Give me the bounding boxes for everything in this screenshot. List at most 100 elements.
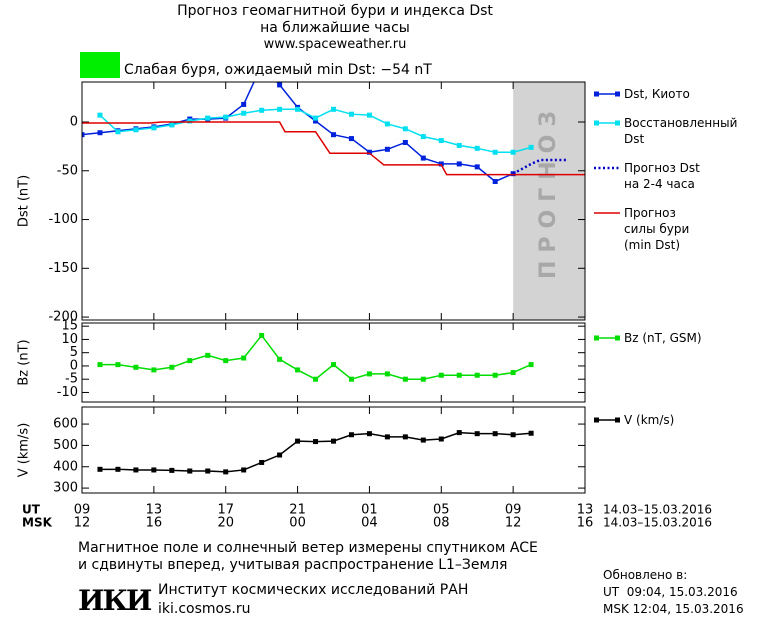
institute-url: iki.cosmos.ru: [158, 601, 251, 617]
series-line: [99, 431, 532, 473]
ut-label: UT: [22, 503, 41, 517]
y-axis-label: Dst (nT): [17, 175, 32, 227]
marker: [187, 468, 193, 474]
series: [97, 332, 534, 382]
updated-ut: UT 09:04, 15.03.2016: [603, 585, 738, 599]
y-tick-label: 0: [70, 358, 78, 373]
legend-label: Прогноз Dst на 2-4 часа: [624, 161, 700, 191]
forecast-label: ПРОГНОЗ: [536, 103, 561, 279]
marker: [348, 376, 354, 382]
y-tick-label: 600: [53, 417, 78, 432]
marker: [366, 431, 372, 437]
marker: [241, 355, 247, 361]
marker: [295, 438, 301, 444]
y-tick-label: -150: [48, 261, 78, 276]
marker: [169, 364, 175, 370]
marker: [456, 372, 462, 378]
marker: [438, 436, 444, 442]
marker: [313, 115, 319, 121]
marker: [205, 352, 211, 358]
ut-tick-label: 05: [433, 503, 450, 518]
y-tick-label: 400: [53, 459, 78, 474]
marker: [97, 466, 103, 472]
ut-tick-label: 13: [146, 503, 163, 518]
marker: [384, 434, 390, 440]
note: и сдвинуты вперед, учитывая распростране…: [78, 557, 508, 573]
marker: [277, 452, 283, 458]
msk-tick-label: 12: [505, 516, 522, 531]
marker: [241, 467, 247, 473]
legend-marker: [594, 91, 599, 97]
legend-marker: [594, 120, 599, 126]
marker: [366, 149, 372, 155]
url: www.spaceweather.ru: [263, 37, 407, 52]
marker: [115, 129, 121, 135]
marker: [169, 122, 175, 128]
marker: [331, 106, 336, 112]
forecast-region: [513, 82, 585, 320]
legend-marker: [615, 335, 620, 341]
ut-tick-label: 21: [289, 503, 306, 518]
msk-tick-label: 16: [577, 516, 594, 531]
marker: [366, 112, 372, 118]
msk-tick-label: 20: [217, 516, 234, 531]
marker: [97, 112, 103, 118]
y-tick-label: 300: [53, 481, 78, 496]
y-tick-label: 10: [61, 332, 78, 347]
series: [97, 106, 534, 155]
marker: [420, 134, 426, 140]
legend-label: Bz (nT, GSM): [624, 331, 702, 345]
legend-marker: [594, 417, 599, 423]
marker: [313, 118, 319, 124]
marker: [151, 125, 157, 131]
marker: [97, 130, 103, 136]
marker: [313, 439, 319, 445]
updated-msk: MSK 12:04, 15.03.2016: [603, 602, 744, 616]
y-tick-label: -100: [48, 212, 78, 227]
status-color: [80, 52, 120, 78]
y-tick-label: -50: [57, 163, 78, 178]
marker: [510, 432, 516, 438]
marker: [133, 364, 139, 370]
legend-marker: [615, 120, 620, 126]
marker: [366, 371, 372, 377]
marker: [474, 431, 480, 437]
marker: [474, 164, 480, 170]
note: Магнитное поле и солнечный ветер измерен…: [78, 540, 538, 556]
ut-tick-label: 09: [505, 503, 522, 518]
marker: [402, 434, 408, 440]
y-tick-label: 5: [70, 345, 78, 360]
marker: [474, 372, 480, 378]
marker: [420, 155, 426, 161]
marker: [82, 132, 85, 138]
marker: [528, 144, 534, 150]
marker: [205, 115, 211, 121]
marker: [223, 469, 229, 475]
marker: [402, 376, 408, 382]
marker: [528, 430, 534, 436]
institute: Институт космических исследований РАН: [158, 582, 469, 598]
ut-range: 14.03–15.03.2016: [603, 503, 712, 517]
marker: [456, 430, 462, 436]
marker: [402, 139, 408, 145]
series-line: [82, 121, 585, 176]
series-line: [99, 334, 532, 381]
status: Слабая буря, ожидаемый min Dst: −54 nT: [124, 62, 432, 78]
marker: [241, 110, 247, 116]
marker: [115, 362, 121, 368]
marker: [492, 149, 498, 155]
marker: [205, 468, 211, 474]
marker: [384, 121, 390, 127]
updated-label: Обновлено в:: [603, 568, 688, 582]
logo: ИКИ: [78, 584, 152, 617]
marker: [223, 358, 229, 364]
subtitle: на ближайшие часы: [260, 20, 410, 36]
marker: [187, 358, 193, 364]
marker: [420, 437, 426, 443]
marker: [97, 362, 103, 368]
marker: [384, 146, 390, 152]
marker: [331, 362, 336, 368]
marker: [133, 467, 139, 473]
marker: [510, 370, 516, 376]
